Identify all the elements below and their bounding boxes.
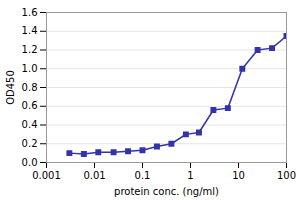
svg-text:0.001: 0.001: [32, 170, 61, 181]
svg-text:0.4: 0.4: [22, 119, 38, 130]
svg-text:protein conc. (ng/ml): protein conc. (ng/ml): [114, 186, 219, 197]
svg-text:1.2: 1.2: [22, 44, 38, 55]
svg-text:100: 100: [277, 170, 296, 181]
svg-text:1.6: 1.6: [22, 7, 38, 18]
svg-text:OD450: OD450: [5, 70, 16, 105]
svg-text:1: 1: [187, 170, 193, 181]
svg-text:0.6: 0.6: [22, 100, 38, 111]
svg-text:0.0: 0.0: [22, 157, 38, 168]
svg-text:1.0: 1.0: [22, 63, 38, 74]
svg-text:0.2: 0.2: [22, 138, 38, 149]
svg-text:1.4: 1.4: [22, 25, 38, 36]
svg-text:0.01: 0.01: [83, 170, 105, 181]
svg-text:0.8: 0.8: [22, 82, 38, 93]
svg-text:0.1: 0.1: [135, 170, 151, 181]
svg-text:10: 10: [232, 170, 245, 181]
